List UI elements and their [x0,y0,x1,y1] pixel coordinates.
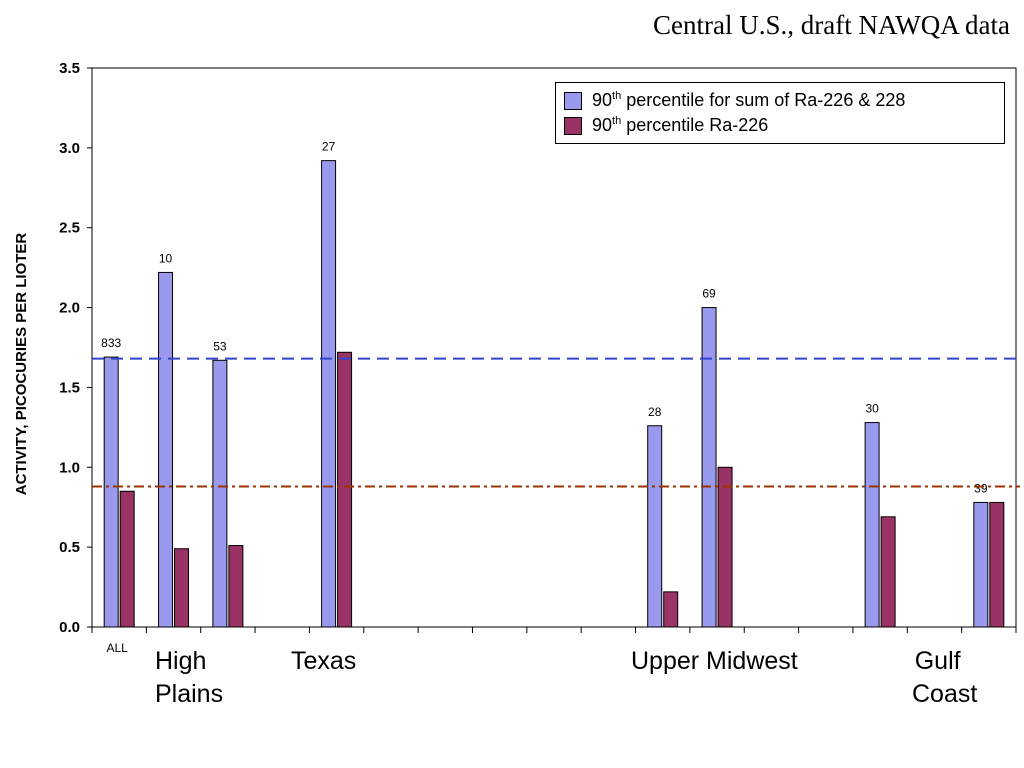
y-tick-label: 1.5 [59,379,80,396]
y-tick-label: 0.0 [59,619,80,636]
sample-count-label: 28 [648,405,662,419]
chart-title: Central U.S., draft NAWQA data [653,10,1010,40]
sample-count-label: 69 [702,287,716,301]
legend-swatch-sum [564,91,582,110]
bar-ra226 [228,545,244,628]
sample-count-label: 27 [322,140,336,154]
legend-entry-ra226: 90th percentile Ra-226 [564,113,996,138]
bar-ra226 [663,591,679,628]
sample-count-label: 10 [159,251,173,265]
y-tick-label: 3.5 [59,60,80,77]
legend-swatch-ra226 [564,116,582,135]
y-tick-label: 3.0 [59,140,80,157]
bar-ra226 [880,516,896,628]
region-label-gulf-coast: Gulf Coast [912,647,978,708]
sample-count-label: 53 [213,339,227,353]
y-tick-label: 1.0 [59,459,80,476]
plot-area-frame [91,67,1017,628]
bar-ra226 [717,466,733,628]
bar-sum-ra226-228 [212,359,228,628]
sample-count-label: 833 [101,336,121,350]
bar-ra226 [119,490,135,628]
legend-label-ra226: 90th percentile Ra-226 [592,115,769,135]
bar-sum-ra226-228 [973,501,989,628]
y-tick-label: 2.5 [59,220,80,237]
sample-count-label: 39 [974,481,988,495]
bar-sum-ra226-228 [701,307,717,628]
x-category-label: ALL [106,641,128,655]
y-tick-label: 0.5 [59,539,80,556]
bar-sum-ra226-228 [158,271,174,628]
legend: 90th percentile for sum of Ra-226 & 228 … [555,82,1005,144]
bar-sum-ra226-228 [321,160,337,628]
region-label-texas: Texas [291,647,357,675]
region-label-high-plains: High Plains [155,647,224,708]
bar-ra226 [989,501,1005,628]
legend-label-sum: 90th percentile for sum of Ra-226 & 228 [592,90,906,110]
legend-entry-sum: 90th percentile for sum of Ra-226 & 228 [564,88,996,113]
bar-ra226 [174,548,190,628]
bar-sum-ra226-228 [103,356,119,628]
bar-sum-ra226-228 [864,422,880,628]
region-label-upper-midwest: Upper Midwest [631,647,798,675]
y-tick-label: 2.0 [59,300,80,317]
bar-ra226 [337,351,353,628]
bar-sum-ra226-228 [647,425,663,628]
sample-count-label: 30 [865,402,879,416]
